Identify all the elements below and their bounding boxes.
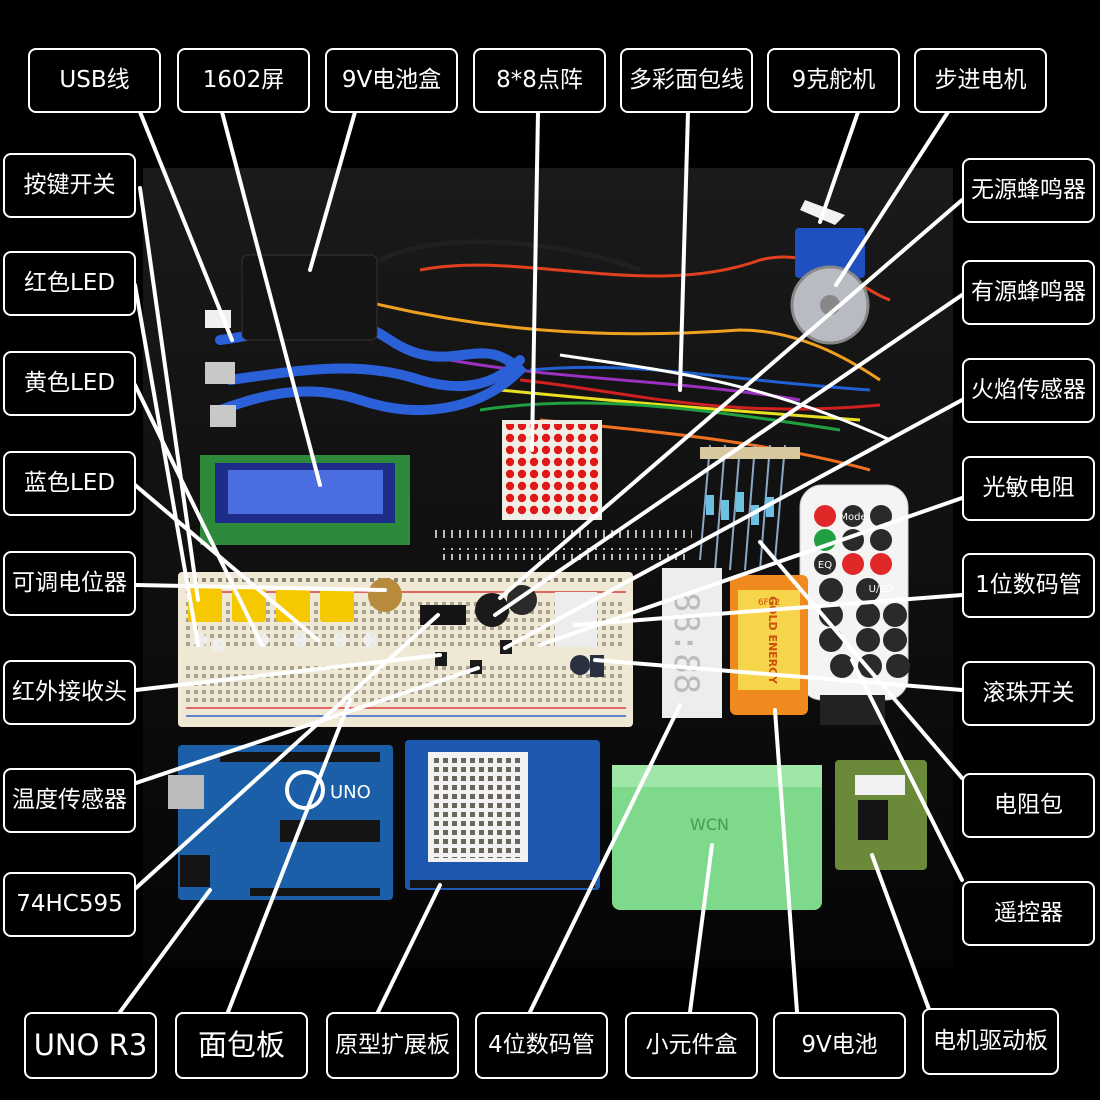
label-temp-sensor: 温度传感器	[3, 768, 136, 833]
label-ir-receiver: 红外接收头	[3, 660, 136, 725]
label-yellow-led: 黄色LED	[3, 351, 136, 416]
seg4-display-text: 88:88	[666, 592, 706, 694]
pin-header-photo	[432, 530, 692, 542]
label-push-button: 按键开关	[3, 153, 136, 218]
potentiometer-photo	[368, 578, 402, 612]
box-brand-text: WCN	[690, 815, 729, 834]
remote-mode-text: Mode	[839, 512, 866, 523]
label-stepper: 步进电机	[914, 48, 1047, 113]
label-passive-buzzer: 无源蜂鸣器	[962, 158, 1095, 223]
label-component-box: 小元件盒	[625, 1012, 758, 1079]
remote-eq-text: EQ	[818, 560, 832, 571]
label-seg-4-digit: 4位数码管	[475, 1012, 608, 1079]
battery-type-text: 6F22	[758, 598, 780, 608]
label-servo: 9克舵机	[767, 48, 900, 113]
label-seg-1-digit: 1位数码管	[962, 553, 1095, 618]
ic-74hc595-photo	[420, 605, 466, 625]
uno-logo-text: UNO	[330, 782, 371, 803]
usb-plug-photo	[205, 362, 235, 384]
label-motor-driver: 电机驱动板	[922, 1008, 1059, 1075]
label-potentiometer: 可调电位器	[3, 551, 136, 616]
usb-connector-photo	[205, 310, 231, 328]
label-remote-control: 遥控器	[962, 881, 1095, 946]
label-blue-led: 蓝色LED	[3, 451, 136, 516]
usb-plug-b-photo	[210, 405, 236, 427]
battery-brand-text: GOLD ENERGY	[766, 596, 779, 685]
seg1-photo	[555, 592, 597, 647]
label-usb-cable: USB线	[28, 48, 161, 113]
label-battery-9v: 9V电池	[773, 1012, 906, 1079]
label-breadboard: 面包板	[175, 1012, 308, 1079]
active-buzzer-photo	[475, 593, 509, 627]
label-uno-r3: UNO R3	[24, 1012, 157, 1079]
label-jumper-wires: 多彩面包线	[620, 48, 753, 113]
label-active-buzzer: 有源蜂鸣器	[962, 260, 1095, 325]
battery-box-photo	[241, 254, 378, 341]
label-flame-sensor: 火焰传感器	[962, 358, 1095, 423]
label-74hc595: 74HC595	[3, 872, 136, 937]
label-photoresistor: 光敏电阻	[962, 456, 1095, 521]
label-tilt-switch: 滚珠开关	[962, 661, 1095, 726]
remote-usd-text: U/SD	[869, 584, 894, 595]
label-dot-matrix: 8*8点阵	[473, 48, 606, 113]
passive-buzzer-photo	[507, 585, 537, 615]
label-red-led: 红色LED	[3, 251, 136, 316]
label-proto-shield: 原型扩展板	[326, 1012, 459, 1079]
label-resistor-pack: 电阻包	[962, 773, 1095, 838]
label-battery-box: 9V电池盒	[325, 48, 458, 113]
label-lcd-1602: 1602屏	[177, 48, 310, 113]
